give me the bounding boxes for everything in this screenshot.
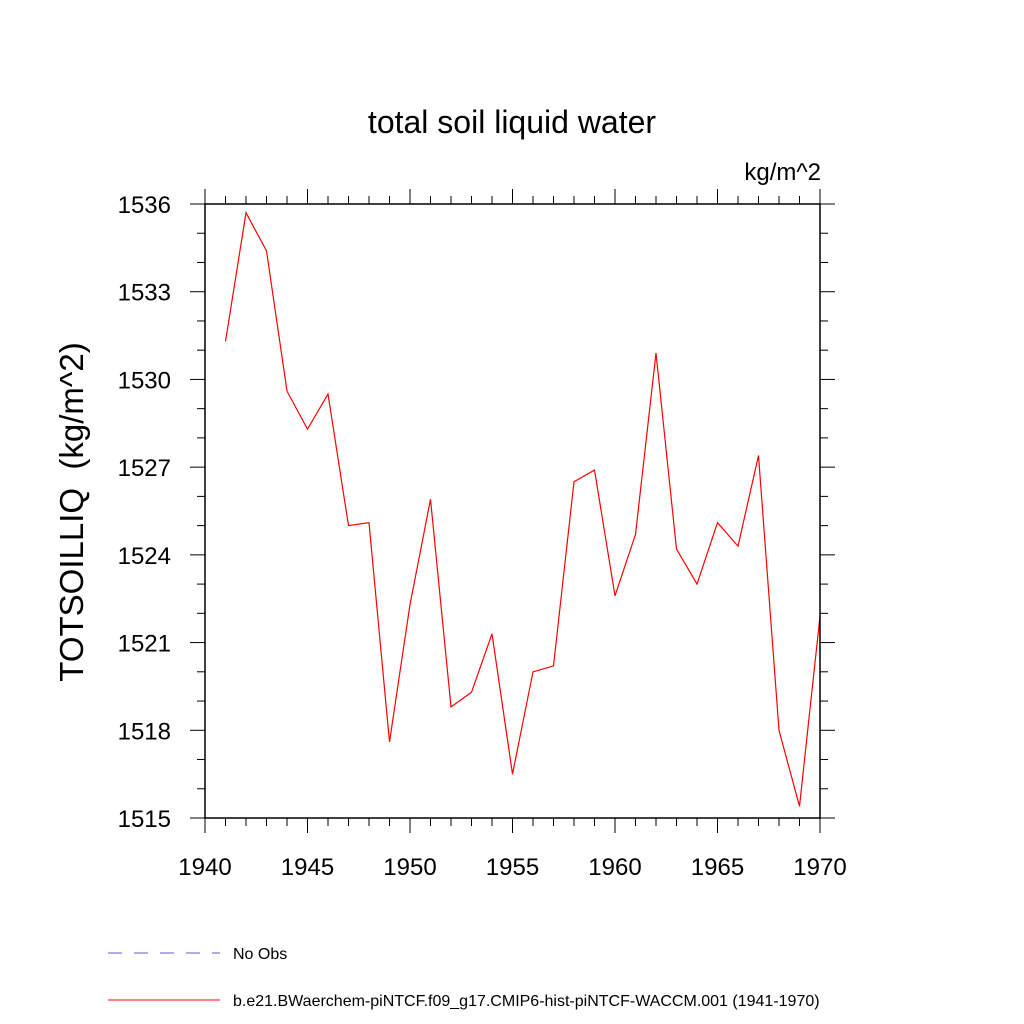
x-tick-label: 1945 [281, 854, 334, 881]
y-tick-label: 1515 [118, 806, 171, 833]
y-tick-label: 1518 [118, 718, 171, 745]
y-tick-label: 1536 [118, 192, 171, 219]
y-axis-label: TOTSOILLIQ (kg/m^2) [53, 342, 90, 681]
series-layer [224, 210, 821, 807]
x-tick-label: 1955 [486, 854, 539, 881]
x-tick-label: 1940 [178, 854, 231, 881]
legend: No Obs b.e21.BWaerchem-piNTCF.f09_g17.CM… [108, 946, 820, 1010]
x-tick-label: 1960 [588, 854, 641, 881]
y-tick-labels: 1515 1518 1521 1524 1527 1530 1533 1536 [118, 192, 171, 833]
chart-title: total soil liquid water [368, 104, 656, 140]
y-tick-label: 1527 [118, 455, 171, 482]
x-tick-label: 1950 [383, 854, 436, 881]
x-tick-label: 1965 [691, 854, 744, 881]
y-tick-label: 1530 [118, 367, 171, 394]
plot-frame [204, 203, 821, 819]
axis-ticks [190, 189, 835, 833]
y-tick-label: 1524 [118, 543, 171, 570]
legend-label-no-obs: No Obs [233, 946, 287, 963]
x-tick-labels: 1940 1945 1950 1955 1960 1965 1970 [178, 854, 846, 881]
legend-label-series: b.e21.BWaerchem-piNTCF.f09_g17.CMIP6-his… [233, 993, 820, 1010]
series-line-0 [224, 210, 821, 807]
x-tick-label: 1970 [793, 854, 846, 881]
units-label: kg/m^2 [744, 159, 821, 186]
y-tick-label: 1533 [118, 280, 171, 307]
y-tick-label: 1521 [118, 631, 171, 658]
